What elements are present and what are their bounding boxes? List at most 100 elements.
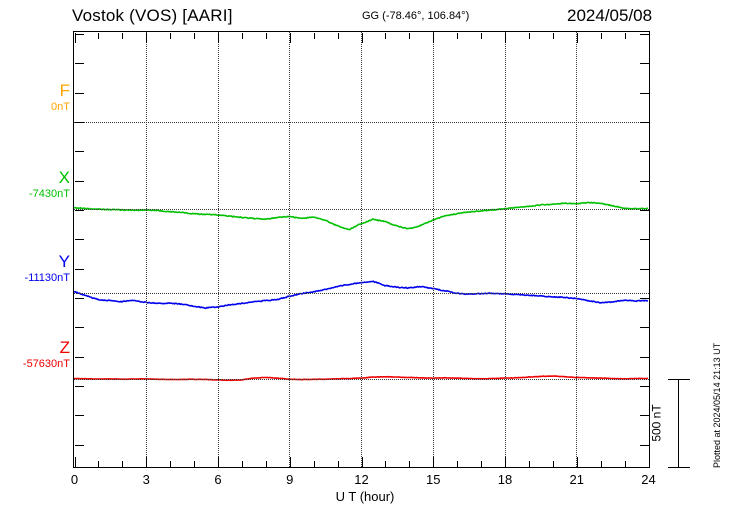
geographic-coordinates: GG (-78.46°, 106.84°) [362,10,470,22]
tick-top-0 [74,32,76,43]
tick-right [639,122,649,123]
scale-bar-label: 500 nT [649,404,664,442]
x-tick-label-0: 0 [70,472,79,487]
tick-bottom-24 [648,456,650,467]
x-tick-label-6: 6 [214,472,222,487]
gridline-vertical-15h [432,32,434,467]
tick-right [639,298,649,299]
tick-top-19 [528,32,530,39]
gridline-vertical-6h [217,32,219,467]
tick-top-13 [385,32,387,39]
tick-bottom-9 [289,456,291,467]
x-tick-label-3: 3 [142,472,150,487]
component-label-f: F 0nT [0,82,70,113]
tick-top-11 [337,32,339,39]
tick-right [639,327,649,329]
tick-right [639,92,649,94]
observation-date: 2024/05/08 [567,6,653,25]
page-title: Vostok (VOS) [AARI] [72,6,233,25]
tick-right [639,210,649,211]
tick-right [639,63,649,65]
tick-right [639,180,649,182]
tick-top-23 [624,32,626,39]
tick-bottom-5 [194,460,196,467]
plotted-timestamp: Plotted at 2024/05/14 21:13 UT [712,342,722,468]
tick-bottom-21 [576,456,578,467]
gridline-vertical-21h [576,32,578,467]
tick-top-6 [218,32,219,43]
tick-bottom-15 [433,456,435,467]
x-tick-label-12: 12 [354,472,369,487]
baseline-z [74,378,649,380]
tick-right [639,34,649,35]
tick-left [74,356,84,358]
gridline-vertical-18h [504,32,506,467]
tick-bottom-18 [505,456,506,467]
tick-top-22 [600,32,602,39]
tick-top-7 [241,32,243,39]
tick-top-8 [265,32,267,39]
scale-bar-line [678,379,679,467]
tick-bottom-6 [218,456,219,467]
tick-bottom-1 [98,460,100,467]
gridline-vertical-9h [289,32,291,467]
component-letter-x: X [58,168,70,187]
component-label-x: X -7430nT [0,169,70,200]
plot-frame [73,31,650,468]
component-letter-z: Z [59,338,70,357]
tick-right [639,444,649,446]
tick-bottom-7 [241,460,243,467]
gridline-vertical-12h [361,32,362,467]
tick-bottom-17 [481,460,483,467]
tick-left [74,34,84,35]
tick-top-17 [481,32,483,39]
x-tick-label-24: 24 [641,472,656,487]
x-tick-label-21: 21 [569,472,584,487]
tick-bottom-12 [361,456,363,467]
tick-top-24 [648,32,650,43]
tick-bottom-20 [552,460,554,467]
tick-bottom-22 [600,460,602,467]
tick-top-14 [409,32,411,39]
tick-bottom-2 [122,460,124,467]
tick-left [74,298,84,299]
tick-left [74,386,84,387]
component-baseline-value-z: -57630nT [22,358,70,370]
tick-bottom-14 [409,460,411,467]
tick-right [639,356,649,358]
tick-left [74,327,84,329]
tick-left [74,268,84,270]
x-axis-title: U T (hour) [335,489,395,504]
tick-left [74,63,84,65]
baseline-f [74,121,649,123]
component-baseline-value-x: -7430nT [29,188,70,200]
tick-right [639,239,649,241]
tick-top-18 [505,32,506,43]
tick-right [639,151,649,153]
tick-left [74,151,84,153]
tick-right [639,268,649,270]
x-tick-label-18: 18 [497,472,513,487]
tick-right [639,386,649,387]
tick-top-2 [122,32,124,39]
component-baseline-value-f: 0nT [51,101,70,113]
tick-left [74,122,84,123]
tick-left [74,92,84,94]
scale-bar-cap-bottom [668,467,690,468]
tick-bottom-8 [265,460,267,467]
tick-bottom-16 [457,460,459,467]
tick-bottom-10 [313,460,315,467]
tick-left [74,210,84,211]
tick-top-15 [433,32,435,43]
tick-top-10 [313,32,315,39]
component-letter-y: Y [58,252,70,271]
tick-top-5 [194,32,196,39]
tick-left [74,444,84,446]
tick-bottom-3 [146,456,148,467]
x-tick-label-9: 9 [286,472,294,487]
scale-bar: 500 nT [650,379,694,468]
tick-right [639,415,649,417]
tick-top-3 [146,32,148,43]
tick-bottom-13 [385,460,387,467]
